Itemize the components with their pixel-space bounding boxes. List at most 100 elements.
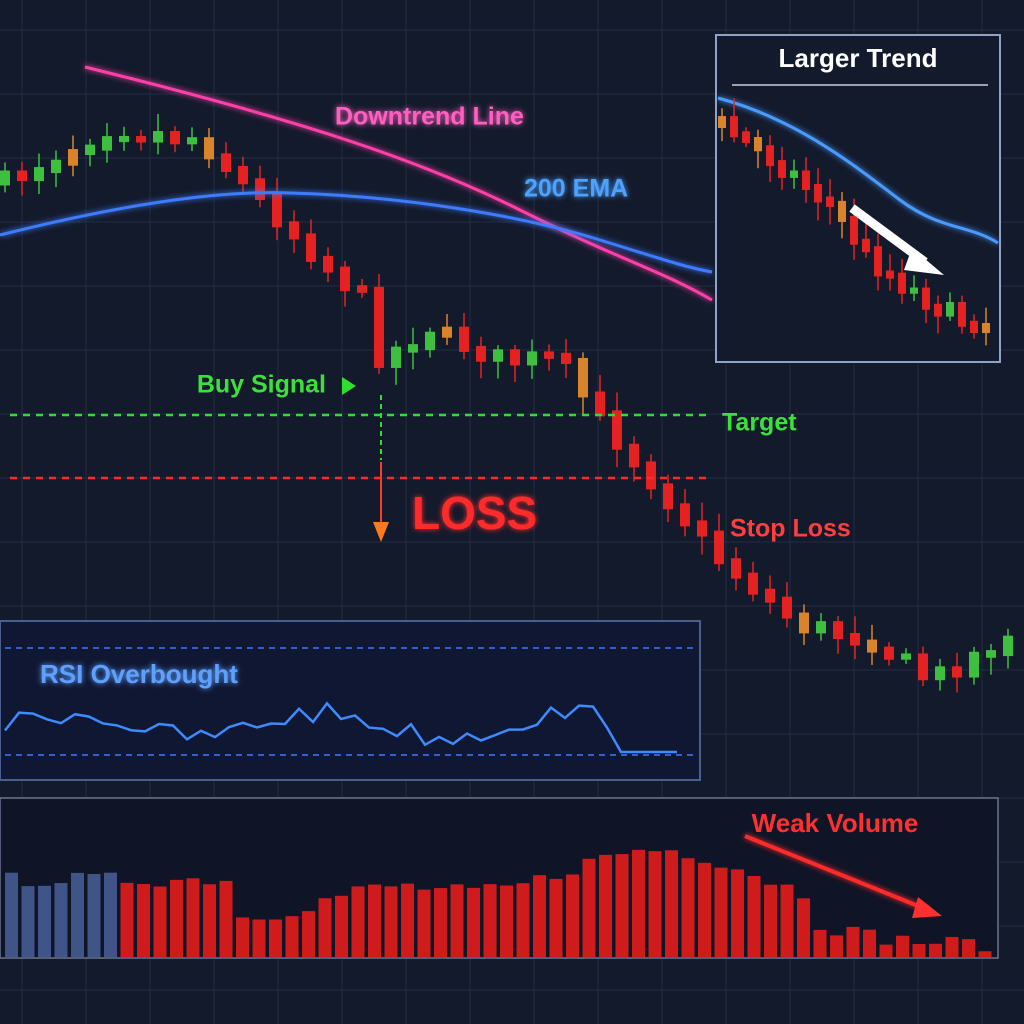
candle: [510, 349, 520, 366]
volume-bar: [846, 926, 860, 957]
candle: [901, 653, 911, 660]
candle: [958, 302, 966, 327]
volume-bar: [120, 882, 134, 957]
candle: [886, 270, 894, 279]
volume-bar: [615, 854, 629, 957]
volume-bar: [549, 878, 563, 957]
candle: [982, 322, 990, 334]
candle: [204, 137, 214, 160]
candle: [442, 326, 452, 338]
volume-bar: [203, 884, 216, 957]
loss-arrow-head: [373, 522, 389, 542]
candle: [629, 443, 639, 468]
candle: [922, 287, 930, 310]
candle: [272, 193, 282, 228]
candle: [374, 286, 384, 368]
candle: [459, 326, 469, 352]
candle: [408, 344, 418, 353]
volume-bar: [863, 929, 876, 957]
candle: [766, 145, 774, 167]
candle: [17, 170, 27, 182]
candle: [85, 144, 95, 156]
candle: [935, 666, 945, 681]
candle: [51, 159, 61, 174]
candle: [748, 572, 758, 595]
volume-bar: [351, 886, 365, 957]
candle: [119, 135, 129, 143]
volume-bar: [582, 858, 596, 957]
volume-bar: [335, 895, 348, 957]
candle: [527, 351, 537, 366]
inset-title: Larger Trend: [779, 43, 938, 73]
volume-bar: [533, 875, 546, 957]
candle: [68, 149, 78, 166]
volume-bar: [632, 849, 645, 957]
candle: [0, 170, 10, 186]
volume-bar: [368, 884, 381, 957]
volume-bar: [500, 885, 513, 957]
candle: [790, 170, 798, 178]
candle: [493, 349, 503, 362]
candle: [814, 184, 822, 203]
candle: [340, 266, 350, 292]
rsi-line: [4, 701, 677, 754]
candle: [391, 346, 401, 368]
target-label: Target: [722, 409, 797, 437]
candle: [910, 287, 918, 294]
volume-bar: [698, 862, 711, 957]
volume-bar: [978, 951, 992, 957]
candle: [874, 246, 882, 277]
candle: [742, 131, 750, 143]
candle: [898, 272, 906, 294]
volume-bar: [747, 875, 761, 957]
volume-bar: [648, 851, 662, 957]
stop-loss-label: Stop Loss: [730, 515, 851, 543]
candle: [765, 588, 775, 603]
volume-bar: [5, 872, 18, 957]
candle: [934, 303, 942, 317]
candle: [838, 200, 846, 222]
candle: [986, 650, 996, 658]
candle: [255, 178, 265, 200]
candle: [969, 651, 979, 678]
candle: [850, 215, 858, 245]
volume-bar: [54, 883, 68, 957]
volume-bar: [813, 929, 827, 957]
loss-label: LOSS: [412, 487, 537, 539]
candle: [476, 345, 486, 362]
main-chart: [0, 113, 1013, 693]
volume-bar: [681, 858, 695, 957]
volume-bar: [252, 919, 266, 957]
rsi-frame: [0, 620, 701, 781]
candle: [323, 255, 333, 273]
volume-bar: [780, 884, 794, 957]
volume-bar: [170, 879, 183, 957]
candle: [663, 483, 673, 510]
candle: [970, 320, 978, 334]
volume-bar: [302, 911, 315, 957]
candle: [153, 131, 163, 143]
volume-bar: [467, 887, 480, 957]
volume-bar: [269, 919, 282, 957]
volume-bar: [896, 935, 909, 957]
volume-bar: [830, 935, 843, 957]
candle: [102, 136, 112, 151]
candle: [612, 410, 622, 450]
candle: [1003, 635, 1013, 657]
candle: [136, 135, 146, 143]
downtrend-line: [84, 65, 713, 302]
volume-bar: [137, 884, 150, 957]
candle: [782, 596, 792, 619]
candle: [221, 153, 231, 172]
volume-label: Weak Volume: [752, 808, 919, 838]
volume-bar: [153, 886, 167, 957]
candle: [187, 137, 197, 145]
volume-bar: [285, 916, 299, 957]
buy-arrow: [342, 377, 356, 395]
candle: [561, 352, 571, 364]
volume-bar: [236, 917, 249, 957]
candle: [425, 331, 435, 351]
volume-bar: [962, 939, 975, 957]
candle: [862, 238, 870, 253]
